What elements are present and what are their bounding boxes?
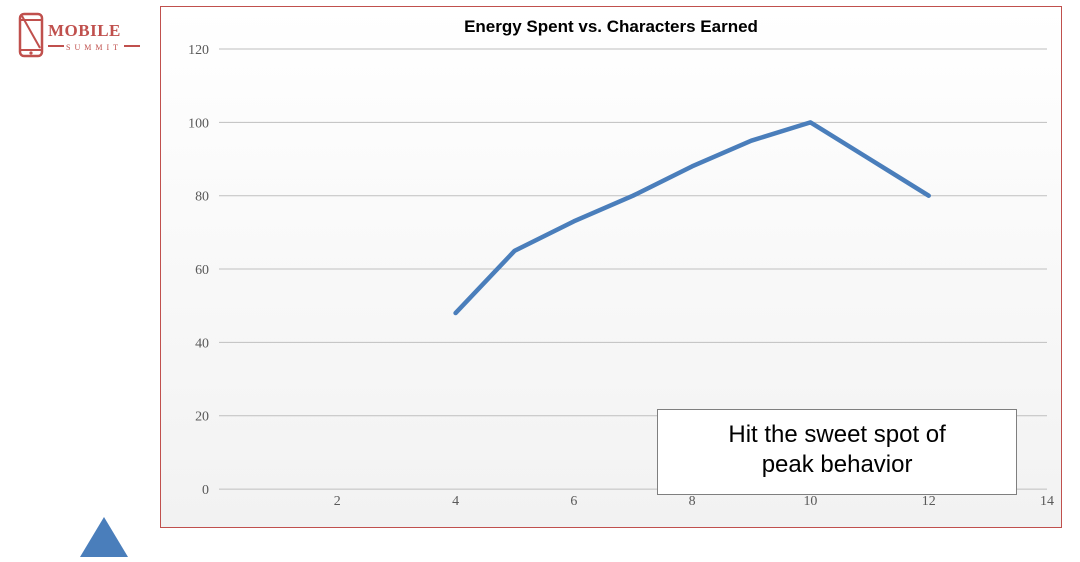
svg-text:6: 6	[570, 494, 577, 509]
svg-text:40: 40	[195, 336, 209, 351]
callout-line2: peak behavior	[762, 451, 913, 478]
svg-text:8: 8	[689, 494, 696, 509]
svg-text:120: 120	[188, 43, 209, 58]
svg-text:10: 10	[803, 494, 817, 509]
svg-text:12: 12	[922, 494, 936, 509]
svg-text:4: 4	[452, 494, 459, 509]
callout-line1: Hit the sweet spot of	[728, 421, 945, 448]
svg-text:80: 80	[195, 190, 209, 205]
svg-text:20: 20	[195, 410, 209, 425]
logo-word-bottom: SUMMIT	[66, 43, 122, 52]
page-root: MOBILE SUMMIT Energy Spent vs. Character…	[0, 0, 1080, 541]
mobile-summit-logo: MOBILE SUMMIT	[16, 8, 144, 62]
svg-text:60: 60	[195, 263, 209, 278]
svg-text:100: 100	[188, 116, 209, 131]
logo-word-top: MOBILE	[48, 21, 121, 40]
decor-triangle-icon	[80, 517, 128, 557]
svg-text:14: 14	[1040, 494, 1054, 509]
chart-container: Energy Spent vs. Characters Earned 2 4 6 8 1…	[160, 6, 1062, 528]
svg-text:2: 2	[334, 494, 341, 509]
chart-title: Energy Spent vs. Characters Earned	[161, 17, 1061, 37]
svg-text:0: 0	[202, 483, 209, 498]
chart-callout: Hit the sweet spot of peak behavior	[657, 409, 1017, 495]
